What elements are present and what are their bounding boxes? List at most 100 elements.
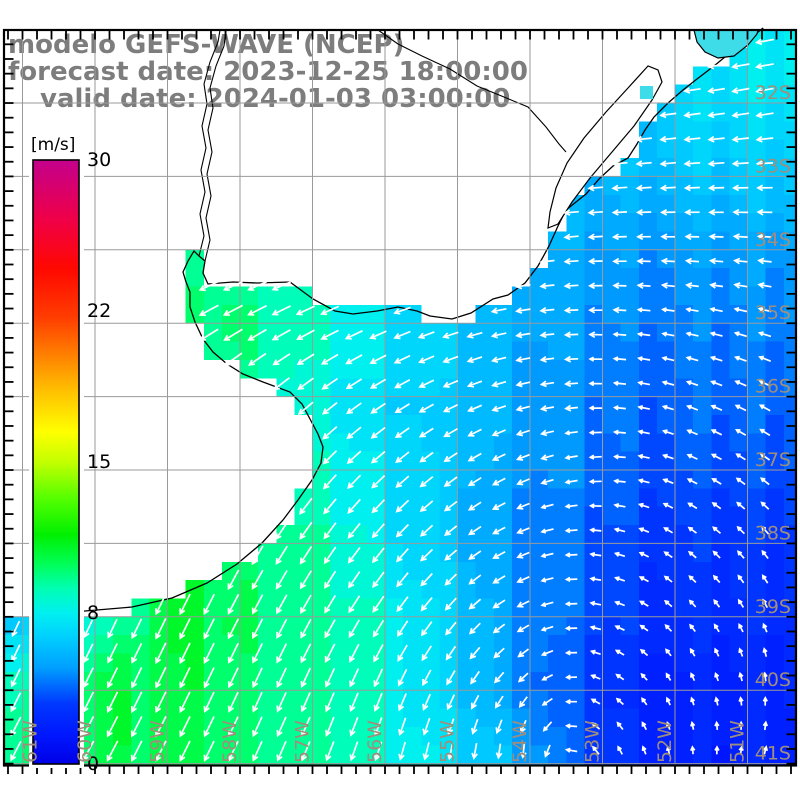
wave-direction-arrow (442, 331, 459, 339)
wave-direction-arrow (396, 620, 409, 638)
wave-direction-arrow (613, 478, 626, 484)
ocean-cell (403, 580, 422, 599)
wave-direction-arrow (539, 380, 555, 388)
wave-direction-arrow (636, 233, 651, 241)
wave-direction-arrow (323, 546, 337, 565)
ocean-cell (783, 268, 796, 287)
wave-direction-arrow (587, 184, 604, 192)
wave-direction-arrow (686, 478, 698, 485)
wave-direction-arrow (516, 624, 530, 633)
ocean-cell (221, 653, 240, 672)
ocean-cell (421, 708, 440, 727)
ocean-cell (330, 745, 349, 764)
wave-direction-arrow (515, 405, 531, 412)
ocean-cell (638, 286, 657, 305)
ocean-cell (240, 561, 259, 581)
ocean-cell (656, 708, 675, 727)
ocean-cell (711, 121, 730, 140)
lon-label: 53W (582, 720, 604, 763)
ocean-cell (240, 708, 259, 727)
ocean-cell (312, 635, 331, 654)
ocean-cell (548, 488, 567, 507)
ocean-cell (511, 506, 530, 526)
ocean-cell (675, 286, 694, 305)
ocean-cell (747, 561, 766, 581)
ocean-cell (620, 249, 639, 269)
ocean-cell (493, 433, 512, 452)
ocean-cell (530, 543, 549, 562)
ocean-cell (675, 635, 694, 654)
ocean-cell (330, 690, 349, 709)
wave-direction-arrow (685, 307, 699, 313)
wave-direction-arrow (394, 427, 410, 439)
wave-direction-arrow (347, 546, 361, 564)
wave-direction-arrow (614, 649, 625, 656)
ocean-cell (511, 414, 530, 434)
wave-direction-arrow (759, 477, 770, 486)
ocean-cell (475, 323, 494, 342)
ocean-cell (602, 690, 621, 709)
ocean-cell (584, 433, 603, 452)
wave-direction-arrow (563, 306, 579, 314)
wave-direction-arrow (588, 282, 603, 290)
wave-direction-arrow (760, 525, 770, 535)
ocean-cell (656, 121, 675, 140)
wave-direction-arrow (347, 498, 361, 514)
ocean-cell (693, 671, 712, 691)
ocean-cell (276, 745, 295, 764)
wave-direction-arrow (612, 380, 626, 386)
ocean-cell (693, 708, 712, 727)
ocean-cell (475, 580, 494, 599)
uruguay-river-east-bank (204, 29, 227, 262)
wave-direction-arrow (641, 721, 648, 731)
ocean-cell (584, 635, 603, 654)
ocean-cell (167, 635, 186, 654)
wave-direction-arrow (611, 184, 628, 192)
colorbar-tick-label: 15 (87, 451, 111, 473)
ocean-cell (548, 451, 567, 470)
ocean-cell (747, 121, 766, 140)
ocean-cell (729, 635, 748, 654)
wave-direction-arrow (203, 593, 216, 616)
ocean-cell (566, 635, 585, 654)
wave-direction-arrow (373, 668, 384, 688)
wave-direction-arrow (516, 576, 530, 584)
wave-direction-arrow (540, 528, 554, 534)
ocean-cell (783, 30, 796, 49)
ocean-cell (403, 304, 422, 324)
wave-direction-arrow (684, 233, 700, 241)
wave-direction-arrow (683, 184, 700, 192)
ocean-cell (203, 304, 222, 324)
ocean-cell (729, 341, 748, 360)
wave-direction-arrow (227, 569, 240, 591)
wave-direction-arrow (322, 449, 338, 465)
ocean-cell (747, 139, 766, 159)
ocean-cell (457, 506, 476, 526)
ocean-cell (385, 745, 404, 764)
wave-direction-arrow (398, 741, 407, 761)
wave-direction-arrow (320, 353, 339, 365)
lat-label: 40S (755, 669, 791, 691)
wave-direction-arrow (638, 527, 650, 533)
wave-direction-arrow (731, 160, 749, 167)
ocean-cell (711, 690, 730, 709)
wave-direction-arrow (685, 282, 699, 289)
ocean-cell (276, 286, 295, 305)
ocean-cell (312, 690, 331, 709)
ocean-cell (548, 433, 567, 452)
coastline (39, 27, 764, 615)
ocean-cell (566, 671, 585, 691)
wave-direction-arrow (179, 593, 191, 616)
wave-direction-arrow (442, 355, 459, 364)
wave-direction-arrow (759, 428, 771, 437)
wave-direction-arrow (421, 645, 433, 662)
wave-direction-arrow (587, 233, 603, 241)
wave-direction-arrow (324, 643, 336, 664)
ocean-cell (113, 635, 132, 654)
wave-direction-arrow (709, 282, 724, 289)
ocean-cell (548, 580, 567, 599)
ocean-cell (548, 396, 567, 415)
ocean-cell (620, 176, 639, 195)
ocean-cell (113, 726, 132, 746)
ocean-cell (656, 414, 675, 434)
